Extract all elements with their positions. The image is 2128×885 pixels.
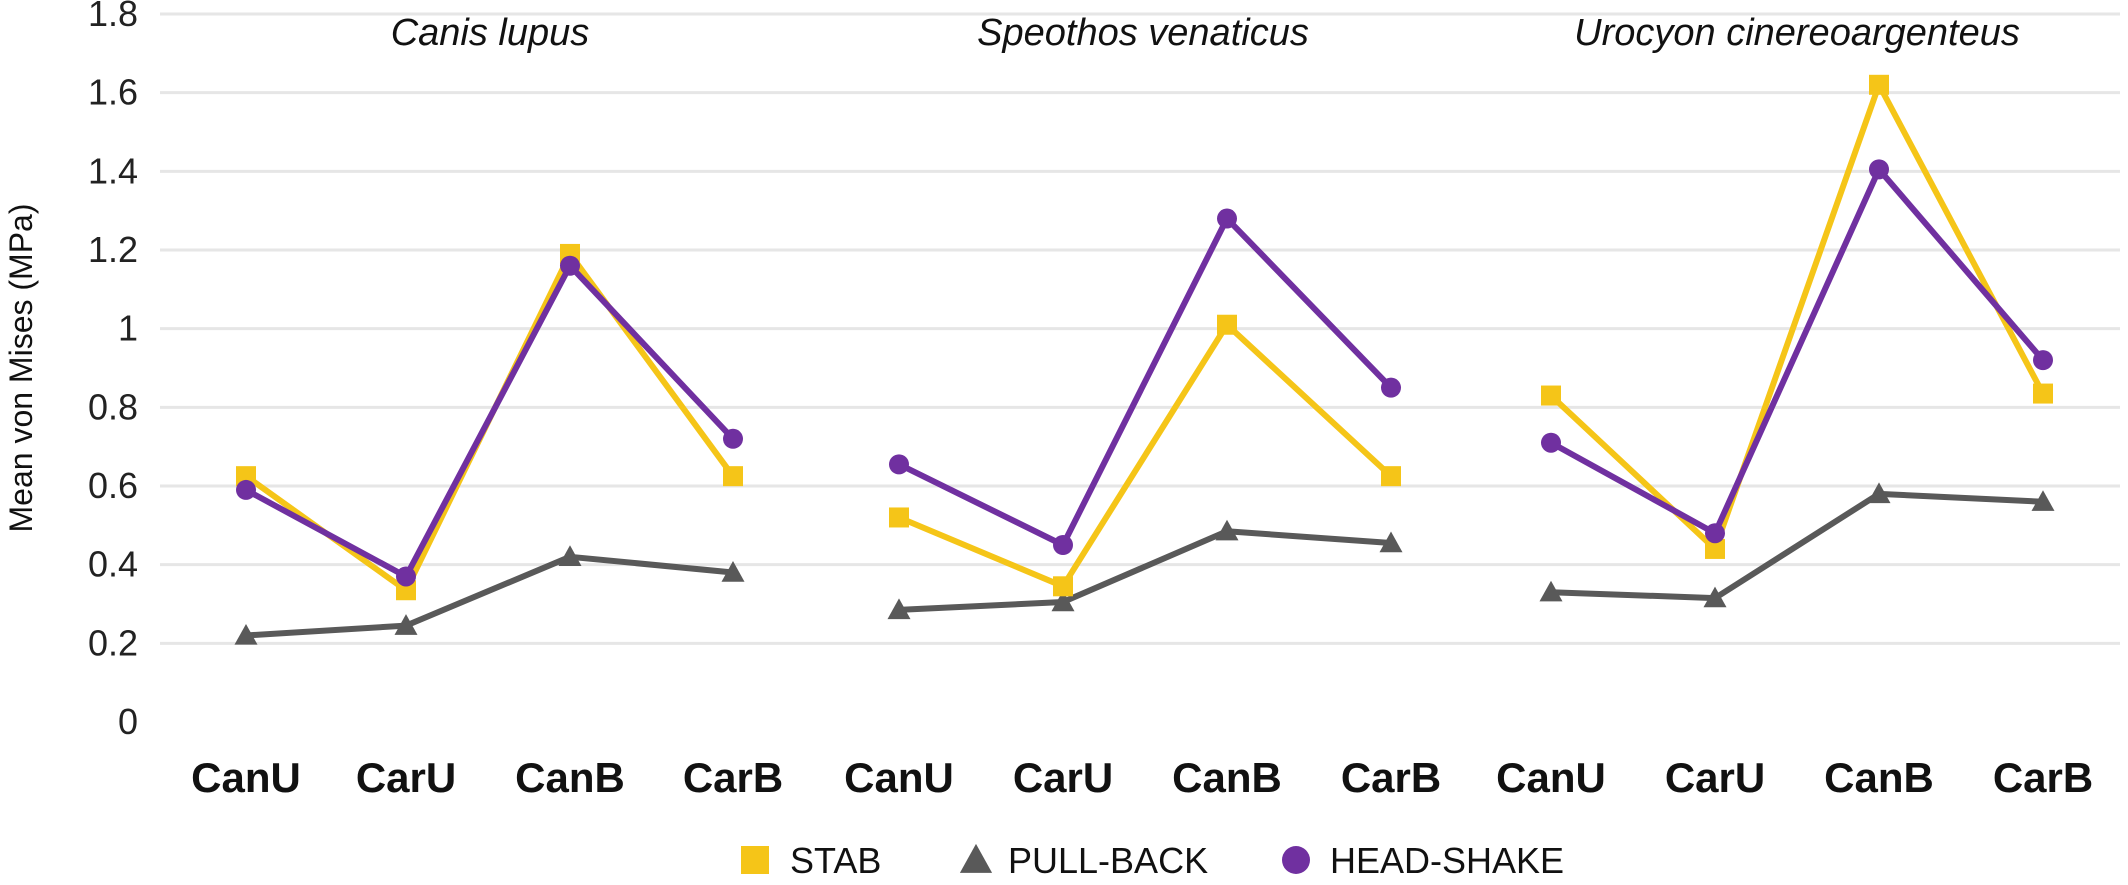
- data-point-triangle: [558, 545, 582, 566]
- data-point-triangle: [959, 843, 993, 873]
- data-point-square: [1541, 385, 1561, 406]
- data-point-triangle: [721, 561, 745, 582]
- data-point-circle: [560, 255, 580, 276]
- data-point-square: [396, 580, 416, 601]
- legend-item: STAB: [741, 840, 881, 881]
- y-tick-label: 1.6: [88, 72, 138, 113]
- y-tick-label: 0: [118, 701, 138, 742]
- panel-title: Canis lupus: [391, 12, 590, 54]
- legend-label: HEAD-SHAKE: [1330, 840, 1564, 881]
- series-line-head-shake: [897, 215, 1394, 548]
- data-point-triangle: [1215, 519, 1239, 541]
- data-point-triangle: [1867, 482, 1891, 504]
- y-tick-label: 1.2: [88, 229, 138, 270]
- gridlines: [160, 12, 2120, 645]
- data-point-circle: [236, 479, 256, 500]
- panel-title: Urocyon cinereoargenteus: [1574, 12, 2020, 54]
- y-tick-label: 0.6: [88, 465, 138, 506]
- x-tick-label: CarU: [356, 754, 456, 801]
- legend-label: PULL-BACK: [1008, 840, 1208, 881]
- series: [234, 74, 2055, 645]
- data-point-square: [1869, 74, 1889, 95]
- data-point-triangle: [1379, 531, 1403, 553]
- x-tick-label: CarB: [683, 754, 783, 801]
- x-tick-label: CanB: [1824, 754, 1934, 801]
- data-point-square: [1053, 576, 1073, 597]
- panel-title: Speothos venaticus: [977, 12, 1309, 54]
- x-tick-label: CanU: [191, 754, 301, 801]
- data-point-square: [1705, 538, 1725, 559]
- data-point-triangle: [887, 598, 911, 620]
- x-tick-label: CanU: [1496, 754, 1606, 801]
- series-line-stab: [897, 321, 1394, 590]
- data-point-circle: [889, 454, 909, 475]
- data-point-circle: [723, 428, 743, 449]
- legend-item: HEAD-SHAKE: [1282, 840, 1564, 881]
- data-point-circle: [1053, 535, 1073, 555]
- legend-item: PULL-BACK: [959, 840, 1208, 881]
- data-point-circle: [1217, 208, 1237, 229]
- x-tick-label: CarB: [1993, 754, 2093, 801]
- y-tick-label: 0.2: [88, 622, 138, 663]
- x-tick-label: CarB: [1341, 754, 1441, 801]
- x-tick-label: CanB: [1172, 754, 1282, 801]
- y-tick-label: 0.8: [88, 386, 138, 427]
- y-tick-label: 1.8: [88, 0, 138, 34]
- data-point-circle: [1869, 159, 1889, 180]
- y-tick-label: 1: [118, 308, 138, 349]
- data-point-circle: [1381, 377, 1401, 398]
- series-line-pull-back: [898, 528, 1392, 613]
- data-point-triangle: [234, 623, 258, 645]
- data-point-circle: [1282, 846, 1310, 874]
- y-tick-label: 0.4: [88, 544, 138, 585]
- series-line-pull-back: [1550, 490, 2044, 602]
- x-tick-label: CarU: [1013, 754, 1113, 801]
- data-point-square: [236, 466, 256, 487]
- data-point-circle: [396, 566, 416, 587]
- x-tick-label: CanU: [844, 754, 954, 801]
- data-point-circle: [2033, 350, 2053, 371]
- data-point-square: [1381, 466, 1401, 487]
- data-point-triangle: [1051, 590, 1075, 612]
- data-point-triangle: [2031, 490, 2055, 511]
- series-line-stab: [1548, 81, 2046, 552]
- data-point-square: [723, 466, 743, 487]
- x-axis: CanU CarU CanB CarB CanU CarU CanB CarB CanU CarU…: [191, 754, 2093, 801]
- x-tick-label: CarU: [1665, 754, 1765, 801]
- data-point-square: [2033, 383, 2053, 404]
- x-tick-label: CanB: [515, 754, 625, 801]
- panel-titles: Canis lupus Speothos venaticus Urocyon cin…: [391, 12, 2020, 54]
- y-tick-label: 1.4: [88, 150, 138, 191]
- data-point-triangle: [1539, 580, 1563, 602]
- series-line-pull-back: [245, 553, 734, 639]
- legend-label: STAB: [790, 840, 881, 881]
- data-point-square: [889, 507, 909, 528]
- data-point-triangle: [1703, 586, 1727, 608]
- series-line-head-shake: [244, 262, 736, 580]
- legend: STAB PULL-BACK HEAD-SHAKE: [741, 840, 1564, 881]
- data-point-triangle: [394, 614, 418, 635]
- data-point-circle: [1541, 432, 1561, 453]
- y-axis-title: Mean von Mises (MPa): [3, 204, 39, 533]
- series-line-head-shake: [1549, 166, 2046, 537]
- data-point-square: [1217, 314, 1237, 335]
- data-point-square: [741, 846, 769, 874]
- data-point-circle: [1705, 523, 1725, 544]
- y-axis: 0 0.2 0.4 0.6 0.8 1 1.2 1.4 1.6 1.8 Mean von Mises…: [3, 0, 138, 742]
